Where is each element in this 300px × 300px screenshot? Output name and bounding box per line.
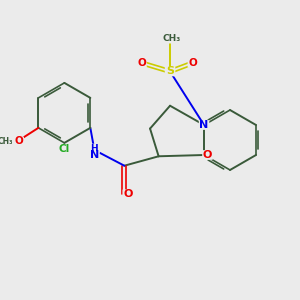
- FancyBboxPatch shape: [122, 189, 133, 199]
- Text: O: O: [188, 58, 197, 68]
- Text: O: O: [137, 58, 146, 68]
- Text: O: O: [123, 189, 133, 199]
- FancyBboxPatch shape: [161, 34, 182, 43]
- FancyBboxPatch shape: [56, 144, 72, 154]
- Text: CH₃: CH₃: [162, 34, 181, 43]
- FancyBboxPatch shape: [136, 58, 147, 68]
- FancyBboxPatch shape: [188, 58, 198, 68]
- FancyBboxPatch shape: [89, 144, 100, 153]
- FancyBboxPatch shape: [202, 150, 213, 160]
- Text: O: O: [14, 136, 23, 146]
- Text: H: H: [91, 144, 98, 153]
- FancyBboxPatch shape: [165, 67, 175, 76]
- Text: CH₃: CH₃: [0, 137, 13, 146]
- FancyBboxPatch shape: [14, 136, 24, 146]
- Text: S: S: [166, 67, 174, 76]
- FancyBboxPatch shape: [89, 150, 100, 160]
- Text: N: N: [90, 150, 99, 160]
- FancyBboxPatch shape: [199, 120, 209, 130]
- Text: Cl: Cl: [59, 144, 70, 154]
- Text: N: N: [200, 120, 209, 130]
- Text: O: O: [203, 150, 212, 160]
